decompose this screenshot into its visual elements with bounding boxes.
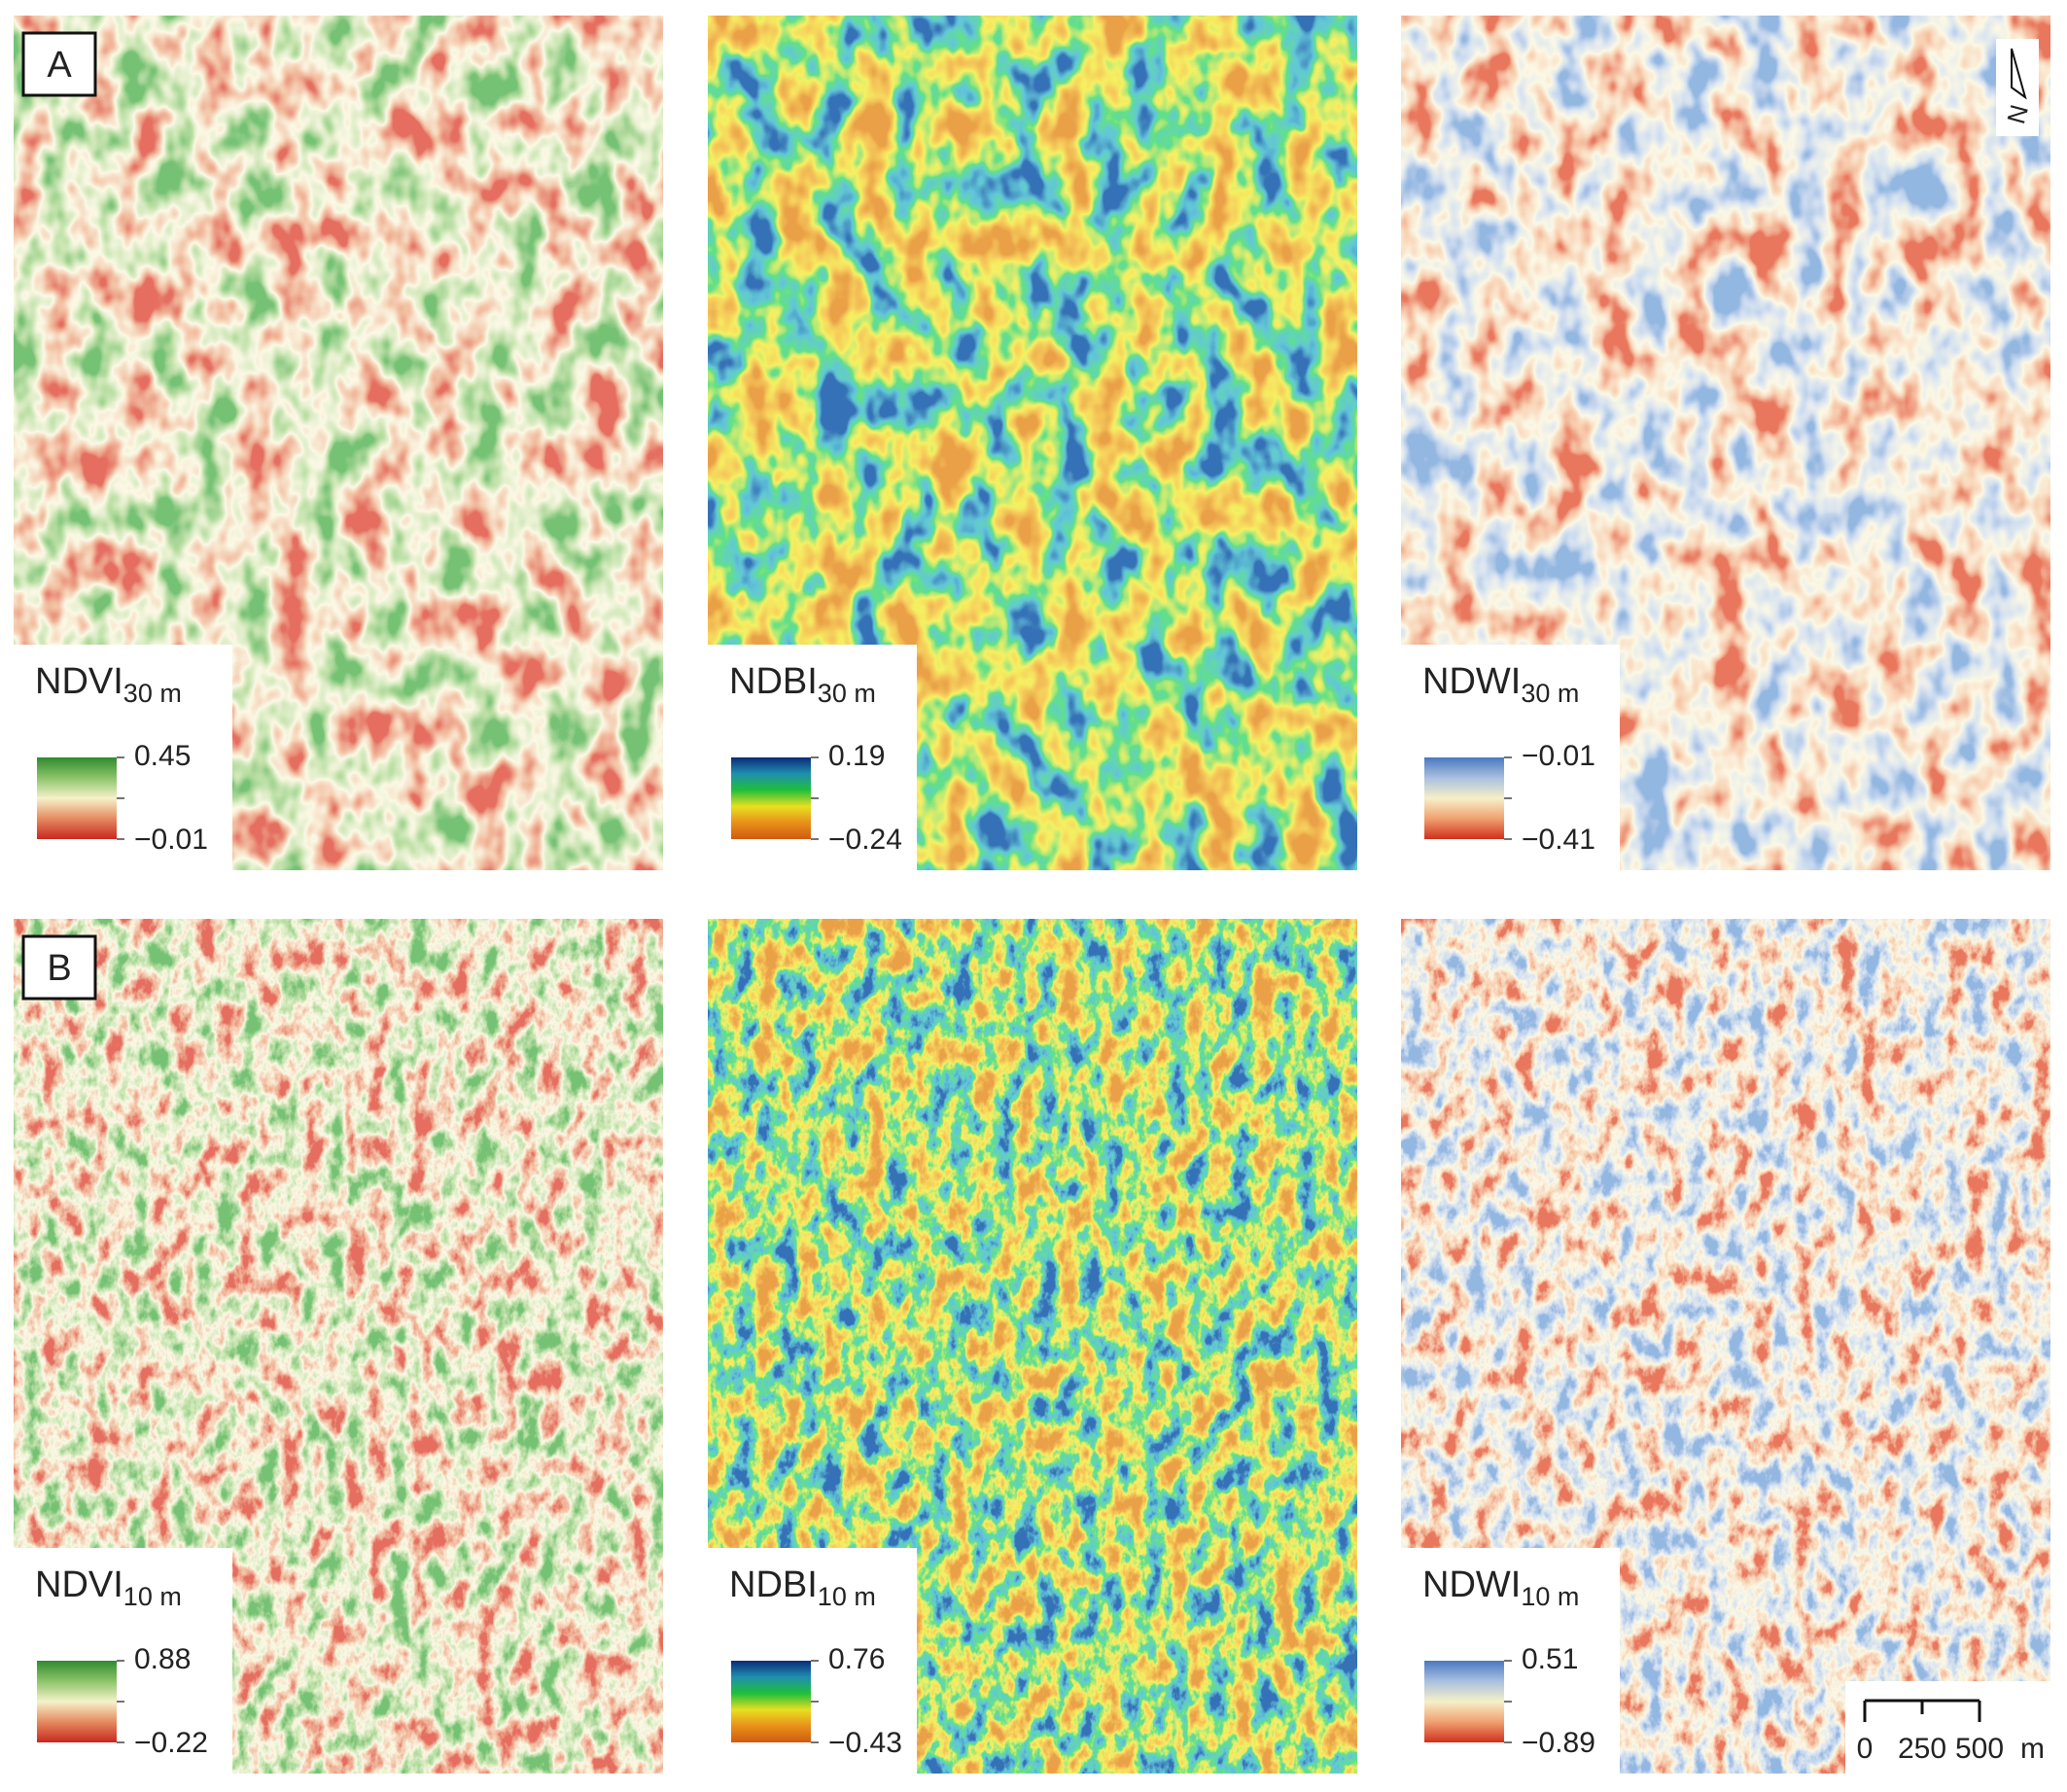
legend-max: 0.76: [828, 1643, 885, 1675]
legend-min: −0.22: [134, 1727, 208, 1759]
index-name: NDVI: [35, 1564, 123, 1605]
panel-label-box: [21, 31, 97, 97]
legend-title: NDVI10 m: [35, 1564, 182, 1611]
resolution: 30 m: [123, 679, 182, 708]
legend-max: 0.19: [828, 740, 885, 772]
legend-min: −0.43: [828, 1727, 902, 1759]
north-arrow: [2011, 48, 2027, 100]
legend-title: NDBI30 m: [729, 661, 876, 708]
resolution: 10 m: [818, 1582, 876, 1611]
legend-title: NDWI30 m: [1422, 661, 1579, 708]
legend-max: −0.01: [1522, 740, 1595, 772]
legend-title: NDVI30 m: [35, 661, 182, 708]
legend-max: 0.45: [134, 740, 191, 772]
legend-gradient: [37, 757, 117, 839]
index-name: NDWI: [1422, 661, 1521, 702]
resolution: 30 m: [818, 679, 876, 708]
legend-title: NDWI10 m: [1422, 1564, 1579, 1611]
panel-label: A: [47, 45, 72, 86]
scale-label: 0: [1857, 1733, 1874, 1765]
legend-gradient: [731, 757, 811, 839]
legend-title: NDBI10 m: [729, 1564, 876, 1611]
panel-label: B: [47, 948, 71, 989]
scale-label: 500: [1955, 1733, 2004, 1765]
index-name: NDWI: [1422, 1564, 1521, 1605]
legend-gradient: [1424, 757, 1504, 839]
legend-max: 0.88: [134, 1643, 191, 1675]
scale-label: 250: [1898, 1733, 1946, 1765]
legend-max: 0.51: [1522, 1643, 1578, 1675]
legend-min: −0.41: [1522, 824, 1595, 856]
legend-min: −0.01: [134, 824, 208, 856]
legend-gradient: [1424, 1661, 1504, 1742]
legend-gradient: [37, 1661, 117, 1742]
scale-bar-box: [1845, 1681, 2051, 1774]
legend-gradient: [731, 1661, 811, 1742]
scale-unit: m: [2020, 1733, 2045, 1765]
legend-min: −0.89: [1522, 1727, 1595, 1759]
index-name: NDVI: [35, 661, 123, 702]
north-arrow-box: [1996, 39, 2039, 136]
resolution: 10 m: [123, 1582, 182, 1611]
index-name: NDBI: [729, 661, 818, 702]
index-name: NDBI: [729, 1564, 818, 1605]
resolution: 30 m: [1521, 679, 1579, 708]
panel-label-box: [21, 934, 97, 1001]
resolution: 10 m: [1521, 1582, 1579, 1611]
legend-min: −0.24: [828, 824, 902, 856]
